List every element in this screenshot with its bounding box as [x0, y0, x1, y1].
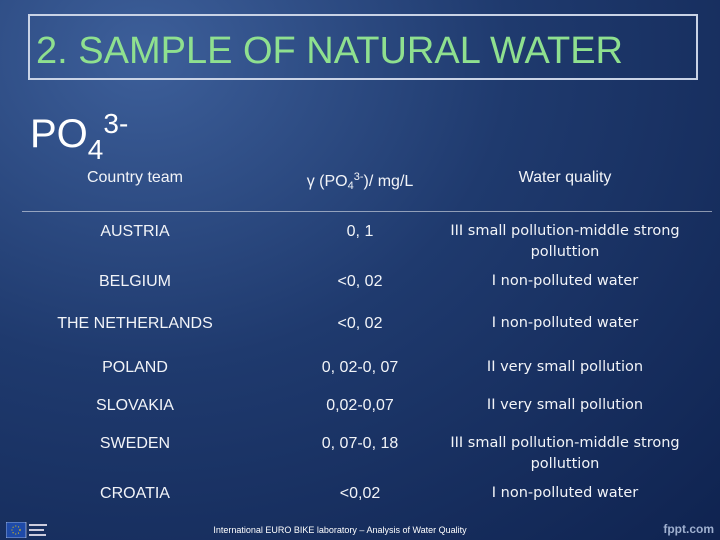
quality-cell: II very small pollution	[486, 397, 644, 413]
concentration-cell: <0,02	[339, 485, 381, 502]
header-sup: 3-	[353, 171, 364, 183]
country-cell: SWEDEN	[99, 435, 171, 452]
country-cell: THE NETHERLANDS	[57, 315, 213, 332]
quality-cell: I non-polluted water	[491, 485, 639, 501]
logo	[6, 522, 47, 538]
quality-cell: III small pollution-middle strong pollut…	[450, 223, 680, 260]
quality-cell: II very small pollution	[486, 359, 644, 375]
concentration-cell: 0, 07-0, 18	[321, 435, 399, 452]
country-cell: SLOVAKIA	[96, 397, 174, 414]
concentration-cell: 0, 02-0, 07	[321, 359, 399, 376]
watermark: fppt.com	[663, 522, 714, 536]
formula-base: PO	[30, 112, 88, 156]
country-cell: POLAND	[102, 359, 168, 376]
header-concentration: γ (PO43-)/ mg/L	[270, 167, 450, 197]
slide-title: 2. SAMPLE OF NATURAL WATER	[36, 30, 623, 72]
quality-cell: I non-polluted water	[491, 273, 639, 289]
header-symbol: γ	[306, 173, 315, 190]
formula: PO43-	[30, 108, 128, 166]
concentration-cell: <0, 02	[337, 273, 383, 290]
header-sub: 4	[347, 180, 354, 192]
concentration-cell: 0, 1	[346, 223, 374, 240]
header-close: )/ mg/L	[363, 173, 414, 190]
country-cell: AUSTRIA	[100, 223, 170, 240]
country-cell: CROATIA	[100, 485, 170, 502]
quality-cell: III small pollution-middle strong pollut…	[450, 435, 680, 472]
header-separator	[22, 211, 712, 212]
header-open: (PO	[319, 173, 348, 190]
concentration-cell: <0, 02	[337, 315, 383, 332]
title-frame	[28, 14, 698, 80]
header-country: Country team	[86, 169, 184, 186]
country-cell: BELGIUM	[98, 273, 171, 290]
formula-sup: 3-	[103, 108, 129, 139]
header-quality: Water quality	[518, 169, 612, 186]
quality-cell: I non-polluted water	[491, 315, 639, 331]
formula-sub: 4	[87, 134, 104, 165]
concentration-cell: 0,02-0,07	[326, 397, 394, 414]
footer: International EURO BIKE laboratory – Ana…	[213, 525, 467, 535]
